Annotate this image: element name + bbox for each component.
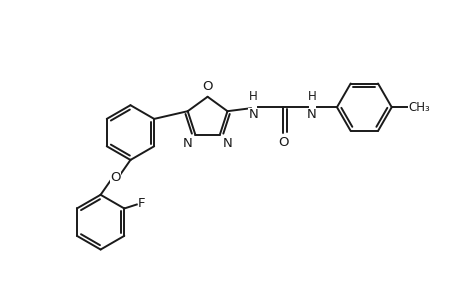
Text: H: H xyxy=(307,90,316,103)
Text: N: N xyxy=(248,108,257,121)
Text: O: O xyxy=(110,171,121,184)
Text: H: H xyxy=(248,90,257,103)
Text: O: O xyxy=(202,80,213,93)
Text: N: N xyxy=(222,136,232,150)
Text: CH₃: CH₃ xyxy=(407,101,429,114)
Text: N: N xyxy=(307,108,316,121)
Text: N: N xyxy=(183,136,192,150)
Text: O: O xyxy=(277,136,288,149)
Text: F: F xyxy=(138,197,146,211)
